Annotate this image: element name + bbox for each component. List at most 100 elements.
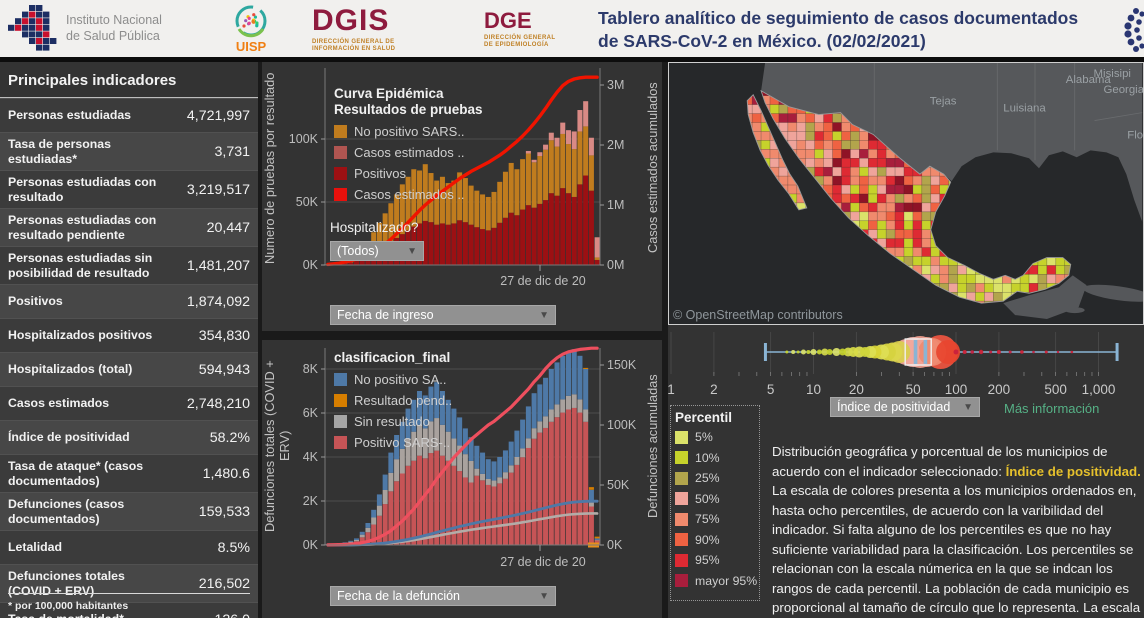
def-date-dropdown[interactable]: Fecha de la defunción ▼ [330, 586, 556, 606]
distribution-strip[interactable]: 1 2 5 10 20 50 100 200 500 1,000 [668, 328, 1144, 406]
choropleth-map[interactable]: Misisipi Alabama Georgia Tejas Luisiana Flo ©… [668, 62, 1144, 325]
percentile-label: mayor 95% [695, 573, 758, 588]
indicator-value: 8.5% [217, 539, 250, 556]
percentile-item[interactable]: 75% [675, 512, 757, 526]
indicator-row[interactable]: Tasa de personas estudiadas* 3,731 [0, 132, 258, 170]
indicator-value: 594,943 [198, 361, 250, 378]
indicator-row[interactable]: Tasa de mortalidad* 126.0 [0, 602, 258, 618]
sidebar-footnote: * por 100,000 habitantes [8, 593, 250, 612]
legend-label: Casos estimados .. [354, 145, 465, 160]
svg-text:100K: 100K [607, 418, 637, 432]
deaths-chart[interactable]: 8K 6K 4K 2K 0K 150K 100K 50K 0K 27 de dic de 20 [262, 340, 664, 575]
map-state-label: Alabama [1066, 74, 1112, 86]
header: Instituto Nacional de Salud Pública UISP… [0, 0, 1144, 57]
indicator-row[interactable]: Defunciones totales (COVID + ERV) 216,502 [0, 564, 258, 602]
epi-legend: Curva Epidémica Resultados de pruebas No… [334, 86, 483, 208]
indicator-row[interactable]: Tasa de ataque* (casos documentados) 1,48… [0, 454, 258, 492]
legend-item[interactable]: Positivos [334, 166, 483, 181]
indicator-value: 216,502 [198, 575, 250, 592]
indicator-row[interactable]: Personas estudiadas 4,721,997 [0, 98, 258, 132]
map-state-label: Misisipi [1094, 68, 1131, 80]
percentile-item[interactable]: 95% [675, 553, 757, 567]
indicator-label: Tasa de personas estudiadas* [8, 137, 111, 166]
svg-text:5: 5 [767, 382, 775, 397]
map-state-label: Tejas [930, 96, 957, 108]
epi-date-dropdown[interactable]: Fecha de ingreso ▼ [330, 305, 556, 325]
svg-text:4K: 4K [303, 450, 319, 464]
indicator-value: 58.2% [209, 429, 250, 446]
svg-text:3M: 3M [607, 78, 624, 92]
percentile-item[interactable]: mayor 95% [675, 574, 757, 588]
legend-swatch [334, 415, 347, 428]
legend-item[interactable]: Casos estimados .. [334, 145, 483, 160]
svg-text:10: 10 [806, 382, 821, 397]
percentile-legend: Percentil 5% 10% 25% 50% 75% 90% 95% mayor 95% [670, 405, 760, 601]
legend-item[interactable]: No positivo SARS.. [334, 124, 483, 139]
legend-item[interactable]: Sin resultado [334, 414, 452, 429]
percentile-swatch [675, 533, 688, 546]
more-info-link[interactable]: Más información [1004, 401, 1100, 416]
legend-label: Resultado pend.. [354, 393, 453, 408]
indicator-row[interactable]: Personas estudiadas con resultado 3,219,5… [0, 170, 258, 208]
svg-text:1M: 1M [607, 198, 624, 212]
indicator-row[interactable]: Índice de positividad 58.2% [0, 420, 258, 454]
percentile-item[interactable]: 10% [675, 451, 757, 465]
legend-item[interactable]: Casos estimados .. [334, 187, 483, 202]
indicator-row[interactable]: Hospitalizados positivos 354,830 [0, 318, 258, 352]
indicator-label: Tasa de ataque* (casos documentados) [8, 459, 144, 488]
legend-item[interactable]: Positivo SARS-.. [334, 435, 452, 450]
indicator-row[interactable]: Casos estimados 2,748,210 [0, 386, 258, 420]
percentile-item[interactable]: 90% [675, 533, 757, 547]
indicator-row[interactable]: Defunciones (casos documentados) 159,533 [0, 492, 258, 530]
percentile-swatch [675, 553, 688, 567]
chevron-down-icon: ▼ [407, 245, 417, 257]
indicator-row[interactable]: Personas estudiadas con resultado pendie… [0, 208, 258, 246]
uisp-ring-icon [235, 5, 267, 38]
indicator-label: Índice de positividad [8, 430, 130, 445]
def-legend: clasificacion_final No positivo SA.. Resu… [334, 350, 452, 456]
legend-item[interactable]: Resultado pend.. [334, 393, 452, 408]
page-title: Tablero analítico de seguimiento de caso… [598, 8, 1079, 51]
indicator-row[interactable]: Letalidad 8.5% [0, 530, 258, 564]
svg-text:500: 500 [1044, 382, 1067, 397]
indicator-label: Hospitalizados positivos [8, 328, 153, 343]
percentile-item[interactable]: 5% [675, 430, 757, 444]
percentile-item[interactable]: 25% [675, 471, 757, 485]
dgis-subtitle: DIRECCIÓN GENERAL DE INFORMACIÓN EN SALU… [312, 39, 396, 52]
legend-swatch [334, 188, 347, 201]
indicator-row[interactable]: Hospitalizados (total) 594,943 [0, 352, 258, 386]
legend-item[interactable]: No positivo SA.. [334, 372, 452, 387]
def-legend-title: clasificacion_final [334, 350, 451, 365]
indicators-sidebar: Principales indicadores Personas estudia… [0, 62, 258, 618]
indicator-row[interactable]: Positivos 1,874,092 [0, 284, 258, 318]
indicator-value: 126.0 [214, 612, 250, 618]
description-text: Distribución geográfica y porcentual de … [772, 444, 1108, 479]
epi-curve-panel: Numero de pruebas por resultado Casos es… [262, 62, 662, 331]
legend-swatch [334, 436, 347, 449]
percentile-item[interactable]: 50% [675, 492, 757, 506]
indicator-label: Personas estudiadas [8, 108, 132, 123]
chevron-down-icon: ▼ [539, 590, 549, 602]
hospitalized-dropdown[interactable]: (Todos) ▼ [330, 241, 424, 261]
svg-text:1: 1 [668, 382, 675, 397]
sidebar-title: Principales indicadores [0, 62, 258, 98]
percentile-label: 10% [695, 450, 720, 465]
deaths-chart-panel: Defunciones totales (COVID + ERV) Defunc… [262, 340, 662, 618]
indicator-label: Personas estudiadas con resultado pendie… [8, 213, 157, 242]
indicator-dropdown[interactable]: Índice de positividad ▼ [830, 397, 980, 417]
percentile-label: 50% [695, 491, 720, 506]
percentile-label: 95% [695, 553, 720, 567]
svg-text:100K: 100K [289, 132, 319, 146]
indicator-row[interactable]: Personas estudiadas sin posibilidad de r… [0, 246, 258, 284]
indicator-label: Personas estudiadas sin posibilidad de r… [8, 251, 153, 280]
percentile-label: 25% [695, 471, 720, 485]
svg-text:6K: 6K [303, 406, 319, 420]
percentile-swatch [675, 492, 688, 505]
indicator-value: 1,874,092 [186, 293, 250, 310]
svg-text:50: 50 [906, 382, 921, 397]
dgis-logo: DGIS DIRECCIÓN GENERAL DE INFORMACIÓN EN… [312, 4, 396, 53]
svg-text:1,000: 1,000 [1082, 382, 1116, 397]
svg-text:150K: 150K [607, 358, 637, 372]
